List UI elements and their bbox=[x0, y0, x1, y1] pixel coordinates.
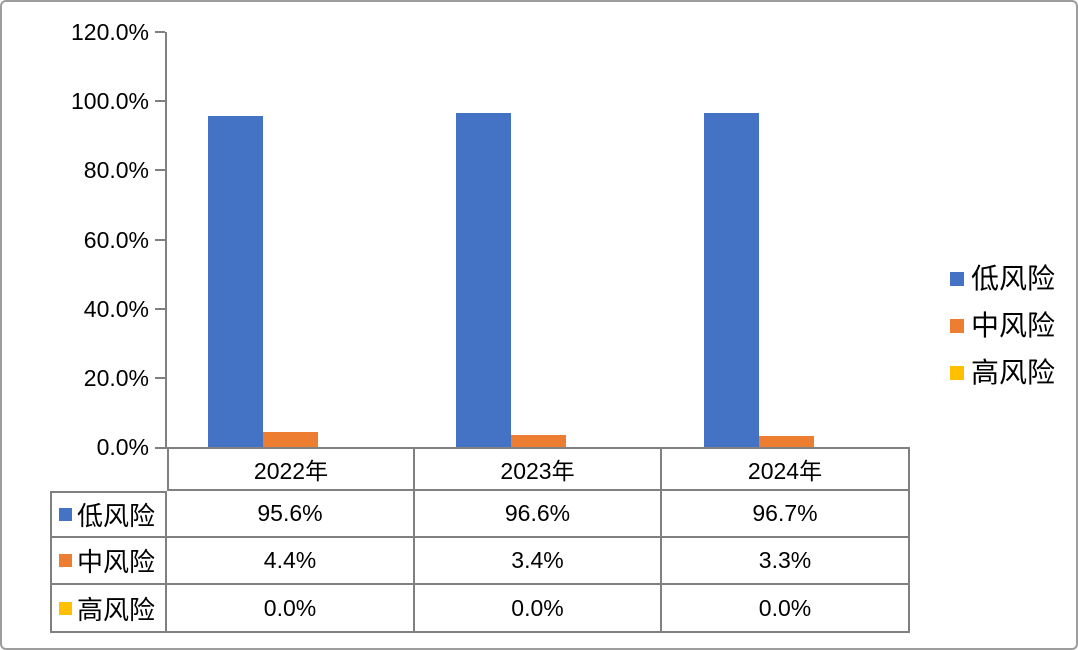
value-cell: 0.0% bbox=[167, 585, 415, 633]
year-header-cell: 2024年 bbox=[662, 449, 910, 491]
legend-item-medium-risk: 中风险 bbox=[950, 309, 1055, 343]
x-axis-line bbox=[155, 447, 910, 449]
value-cell: 3.4% bbox=[415, 538, 662, 585]
legend-label: 低风险 bbox=[971, 262, 1056, 295]
row-label-cell-high-risk: 高风险 bbox=[50, 585, 167, 633]
series-color-swatch bbox=[59, 508, 72, 521]
legend-label: 中风险 bbox=[971, 309, 1056, 342]
y-axis-tick-mark bbox=[155, 377, 165, 379]
y-axis-tick-label: 100.0% bbox=[70, 88, 149, 114]
y-axis-tick-label: 40.0% bbox=[83, 296, 149, 322]
bar-中风险-2024年 bbox=[758, 436, 814, 447]
value-cell: 96.7% bbox=[662, 491, 910, 538]
y-axis-tick-mark bbox=[155, 308, 165, 310]
series-color-swatch bbox=[59, 554, 72, 567]
bar-中风险-2023年 bbox=[511, 435, 566, 447]
value-cell: 0.0% bbox=[662, 585, 910, 633]
legend: 低风险 中风险 高风险 bbox=[950, 262, 1055, 390]
bar-低风险-2024年 bbox=[703, 113, 759, 447]
value-cell: 4.4% bbox=[167, 538, 415, 585]
legend-color-swatch bbox=[950, 366, 964, 380]
bar-中风险-2022年 bbox=[263, 432, 319, 447]
y-axis-tick-label: 20.0% bbox=[83, 365, 149, 391]
legend-color-swatch bbox=[950, 319, 964, 333]
legend-item-low-risk: 低风险 bbox=[950, 262, 1055, 296]
row-label: 高风险 bbox=[77, 595, 156, 626]
year-header-cell: 2023年 bbox=[415, 449, 662, 491]
row-label: 中风险 bbox=[77, 548, 156, 578]
series-color-swatch bbox=[59, 601, 72, 615]
legend-color-swatch bbox=[950, 272, 964, 286]
year-header-cell: 2022年 bbox=[167, 449, 415, 491]
legend-item-high-risk: 高风险 bbox=[950, 356, 1055, 390]
row-label-cell-low-risk: 低风险 bbox=[50, 491, 167, 538]
y-axis-tick-label: 0.0% bbox=[96, 434, 149, 460]
value-cell: 96.6% bbox=[415, 491, 662, 538]
plot-area bbox=[167, 32, 910, 447]
bar-低风险-2022年 bbox=[208, 116, 264, 447]
y-axis-tick-label: 120.0% bbox=[70, 19, 149, 45]
y-axis-tick-mark bbox=[155, 31, 165, 33]
value-cell: 0.0% bbox=[415, 585, 662, 633]
data-table: 2022年 2023年 2024年 低风险 95.6% 96.6% 96.7% … bbox=[50, 449, 910, 633]
value-cell: 3.3% bbox=[662, 538, 910, 585]
bar-低风险-2023年 bbox=[456, 113, 511, 447]
y-axis-tick-mark bbox=[155, 169, 165, 171]
row-label: 低风险 bbox=[77, 502, 156, 532]
value-cell: 95.6% bbox=[167, 491, 415, 538]
y-axis-tick-mark bbox=[155, 239, 165, 241]
row-label-cell-medium-risk: 中风险 bbox=[50, 538, 167, 585]
legend-label: 高风险 bbox=[971, 356, 1056, 389]
y-axis-tick-label: 60.0% bbox=[83, 227, 149, 253]
y-axis-line bbox=[165, 32, 167, 449]
y-axis-tick-mark bbox=[155, 100, 165, 102]
table-corner-spacer bbox=[50, 449, 167, 491]
y-axis-tick-label: 80.0% bbox=[83, 157, 149, 183]
